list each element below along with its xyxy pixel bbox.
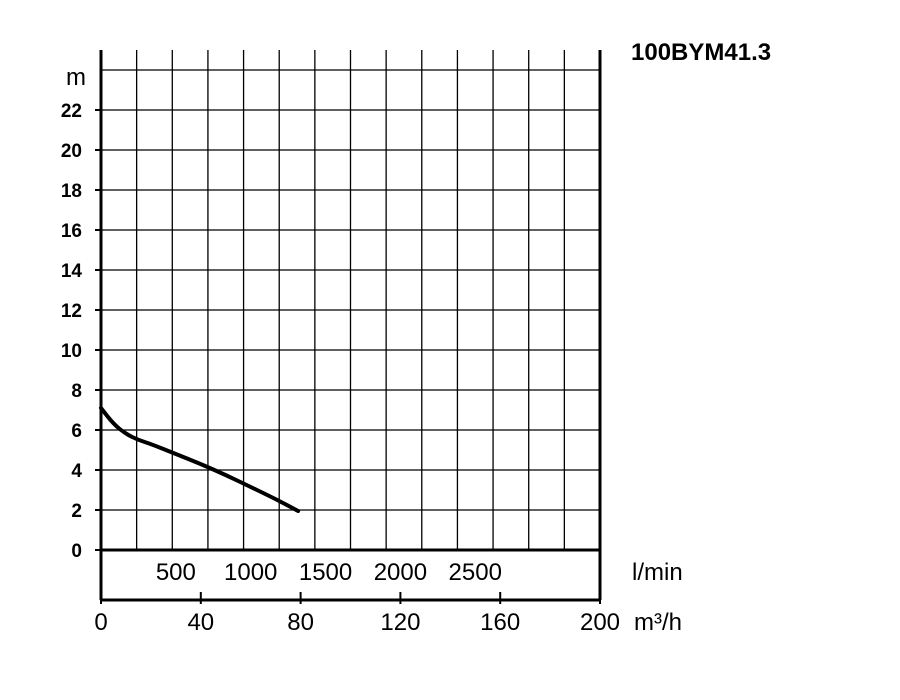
y-tick-label: 18 bbox=[61, 181, 82, 202]
y-tick-label: 12 bbox=[61, 301, 82, 322]
y-tick-label: 8 bbox=[71, 381, 82, 402]
label-layer: 0 2 4 6 8 10 12 14 16 18 20 22 0 40 80 120 160 200 500 1000… bbox=[61, 101, 620, 636]
x-secondary-tick-label: 2000 bbox=[374, 559, 427, 586]
x-secondary-tick-label: 2500 bbox=[449, 559, 502, 586]
y-tick-label: 2 bbox=[71, 501, 82, 522]
x-tick-label: 0 bbox=[94, 609, 107, 636]
grid bbox=[101, 50, 600, 550]
y-tick-label: 10 bbox=[61, 341, 82, 362]
x-axis-label: m³/h bbox=[634, 609, 682, 636]
x-tick-label: 40 bbox=[187, 609, 214, 636]
x-secondary-tick-label: 1000 bbox=[224, 559, 277, 586]
y-tick-label: 6 bbox=[71, 421, 82, 442]
chart-title: 100BYM41.3 bbox=[631, 39, 771, 66]
axes bbox=[95, 50, 602, 604]
x-secondary-axis-label: l/min bbox=[632, 559, 683, 586]
x-tick-label: 200 bbox=[580, 609, 620, 636]
y-tick-label: 14 bbox=[61, 261, 83, 282]
y-tick-label: 0 bbox=[71, 541, 82, 562]
y-tick-label: 22 bbox=[61, 101, 82, 122]
x-secondary-tick-label: 1500 bbox=[299, 559, 352, 586]
x-secondary-tick-label: 500 bbox=[156, 559, 196, 586]
y-tick-label: 20 bbox=[61, 141, 82, 162]
x-tick-label: 120 bbox=[380, 609, 420, 636]
y-tick-label: 16 bbox=[61, 221, 82, 242]
x-tick-label: 80 bbox=[287, 609, 314, 636]
y-axis-label: m bbox=[66, 64, 86, 91]
series-layer bbox=[99, 406, 301, 513]
y-tick-label: 4 bbox=[71, 461, 82, 482]
performance-curve bbox=[99, 406, 301, 513]
x-tick-label: 160 bbox=[480, 609, 520, 636]
